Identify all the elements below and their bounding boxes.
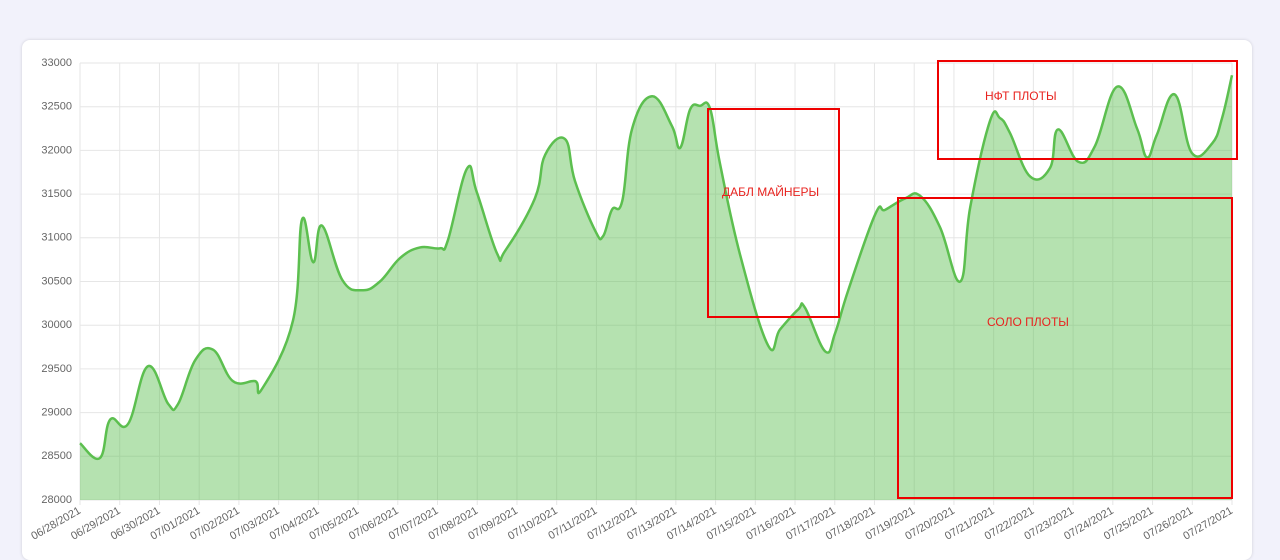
annotation-box <box>897 197 1233 499</box>
area-fill <box>80 75 1232 501</box>
annotation: СОЛО ПЛОТЫ <box>987 315 1069 329</box>
y-tick-label: 28000 <box>41 494 72 506</box>
annotation: ДАБЛ МАЙНЕРЫ <box>722 184 819 199</box>
chart-card <box>22 40 1252 560</box>
y-tick-label: 30500 <box>41 275 72 287</box>
y-tick-label: 33000 <box>41 57 72 69</box>
y-tick-label: 29500 <box>41 363 72 375</box>
y-tick-label: 30000 <box>41 319 72 331</box>
annotation-box <box>937 60 1238 160</box>
y-tick-label: 28500 <box>41 450 72 462</box>
y-tick-label: 32000 <box>41 144 72 156</box>
y-tick-label: 31500 <box>41 188 72 200</box>
y-tick-label: 32500 <box>41 101 72 113</box>
annotation: НФТ ПЛОТЫ <box>985 89 1057 103</box>
annotation-box <box>707 108 840 318</box>
y-tick-label: 29000 <box>41 407 72 419</box>
line <box>79 74 1234 461</box>
y-tick-label: 31000 <box>41 232 72 244</box>
